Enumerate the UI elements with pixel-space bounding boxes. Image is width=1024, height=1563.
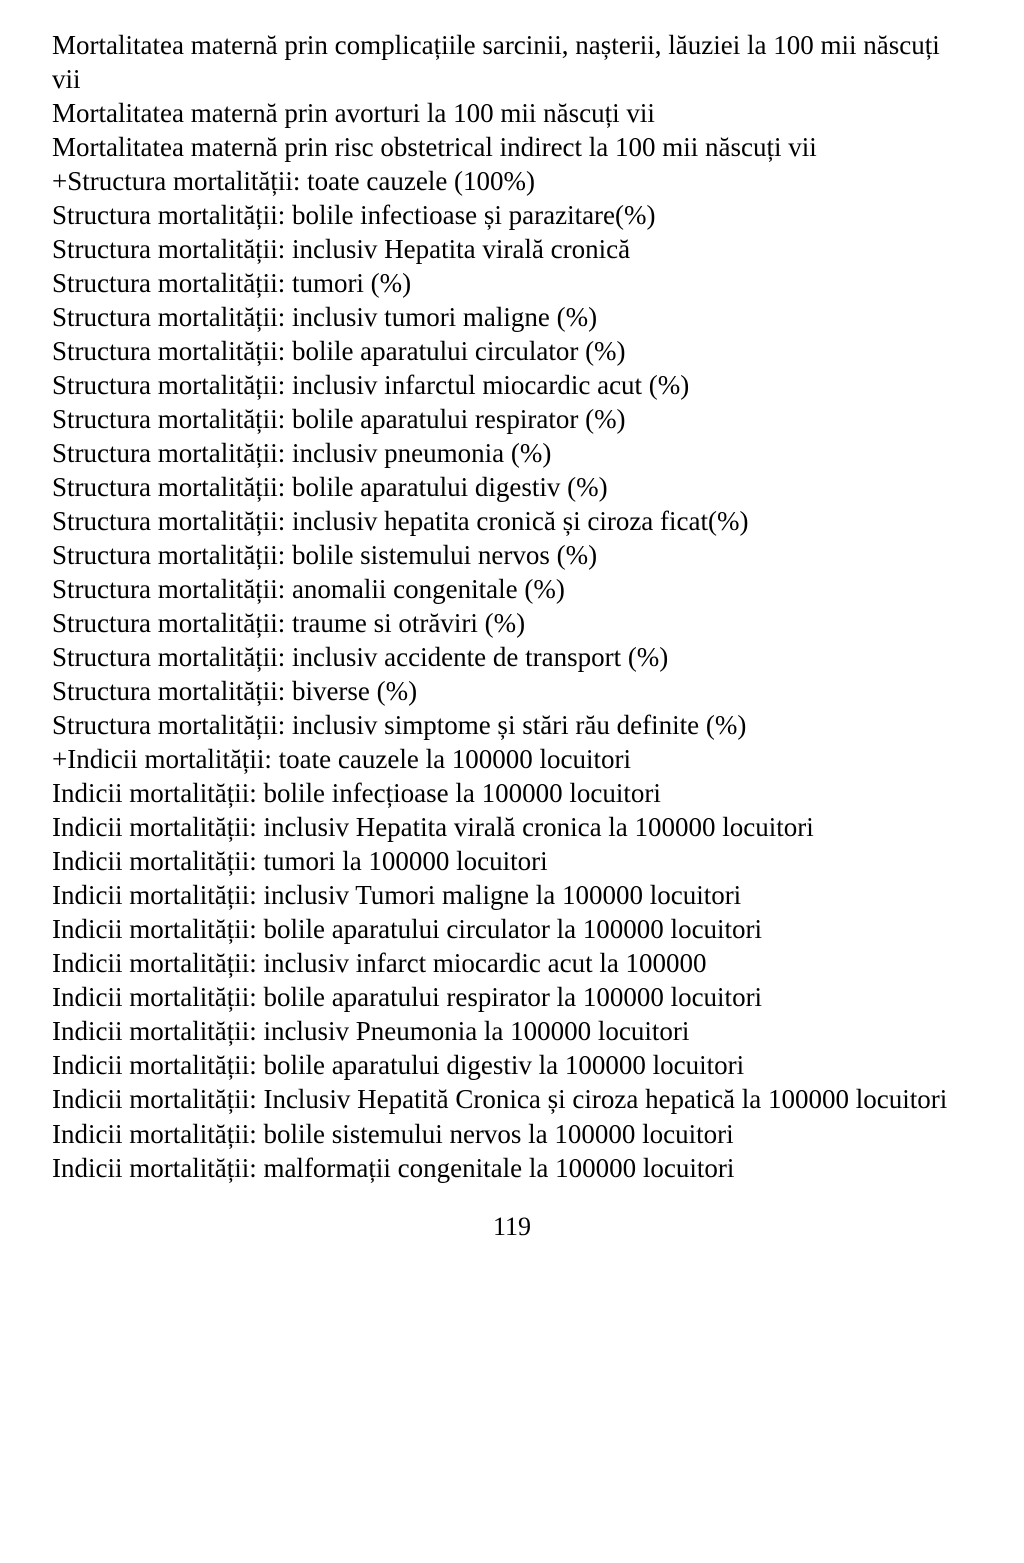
- text-line: Mortalitatea maternă prin complicațiile …: [52, 28, 972, 96]
- body-text: Mortalitatea maternă prin complicațiile …: [52, 28, 972, 1185]
- text-line: Indicii mortalității: inclusiv Tumori ma…: [52, 878, 972, 912]
- text-line: +Structura mortalității: toate cauzele (…: [52, 164, 972, 198]
- text-line: Indicii mortalității: bolile sistemului …: [52, 1117, 972, 1151]
- text-line: Indicii mortalității: bolile aparatului …: [52, 980, 972, 1014]
- text-line: +Indicii mortalității: toate cauzele la …: [52, 742, 972, 776]
- text-line: Indicii mortalității: bolile infecțioase…: [52, 776, 972, 810]
- text-line: Mortalitatea maternă prin avorturi la 10…: [52, 96, 972, 130]
- text-line: Indicii mortalității: bolile aparatului …: [52, 1048, 972, 1082]
- text-line: Indicii mortalității: malformații congen…: [52, 1151, 972, 1185]
- text-line: Structura mortalității: bolile infectioa…: [52, 198, 972, 232]
- text-line: Structura mortalității: bolile aparatulu…: [52, 334, 972, 368]
- text-line: Structura mortalității: anomalii congeni…: [52, 572, 972, 606]
- text-line: Structura mortalității: inclusiv Hepatit…: [52, 232, 972, 266]
- text-line: Structura mortalității: bolile aparatulu…: [52, 470, 972, 504]
- text-line: Structura mortalității: tumori (%): [52, 266, 972, 300]
- text-line: Structura mortalității: inclusiv pneumon…: [52, 436, 972, 470]
- text-line: Indicii mortalității: inclusiv Hepatita …: [52, 810, 972, 844]
- text-line: Structura mortalității: bolile sistemulu…: [52, 538, 972, 572]
- text-line: Structura mortalității: biverse (%): [52, 674, 972, 708]
- text-line: Structura mortalității: inclusiv infarct…: [52, 368, 972, 402]
- text-line: Mortalitatea maternă prin risc obstetric…: [52, 130, 972, 164]
- text-line: Structura mortalității: bolile aparatulu…: [52, 402, 972, 436]
- text-line: Structura mortalității: traume si otrăvi…: [52, 606, 972, 640]
- text-line: Indicii mortalității: tumori la 100000 l…: [52, 844, 972, 878]
- text-line: Indicii mortalității: bolile aparatului …: [52, 912, 972, 946]
- document-page: Mortalitatea maternă prin complicațiile …: [0, 0, 1024, 1563]
- page-number: 119: [52, 1211, 972, 1244]
- text-line: Structura mortalității: inclusiv simptom…: [52, 708, 972, 742]
- text-line: Indicii mortalității: inclusiv infarct m…: [52, 946, 972, 980]
- text-line: Indicii mortalității: Inclusiv Hepatită …: [52, 1082, 972, 1116]
- text-line: Indicii mortalității: inclusiv Pneumonia…: [52, 1014, 972, 1048]
- text-line: Structura mortalității: inclusiv tumori …: [52, 300, 972, 334]
- text-line: Structura mortalității: inclusiv hepatit…: [52, 504, 972, 538]
- text-line: Structura mortalității: inclusiv acciden…: [52, 640, 972, 674]
